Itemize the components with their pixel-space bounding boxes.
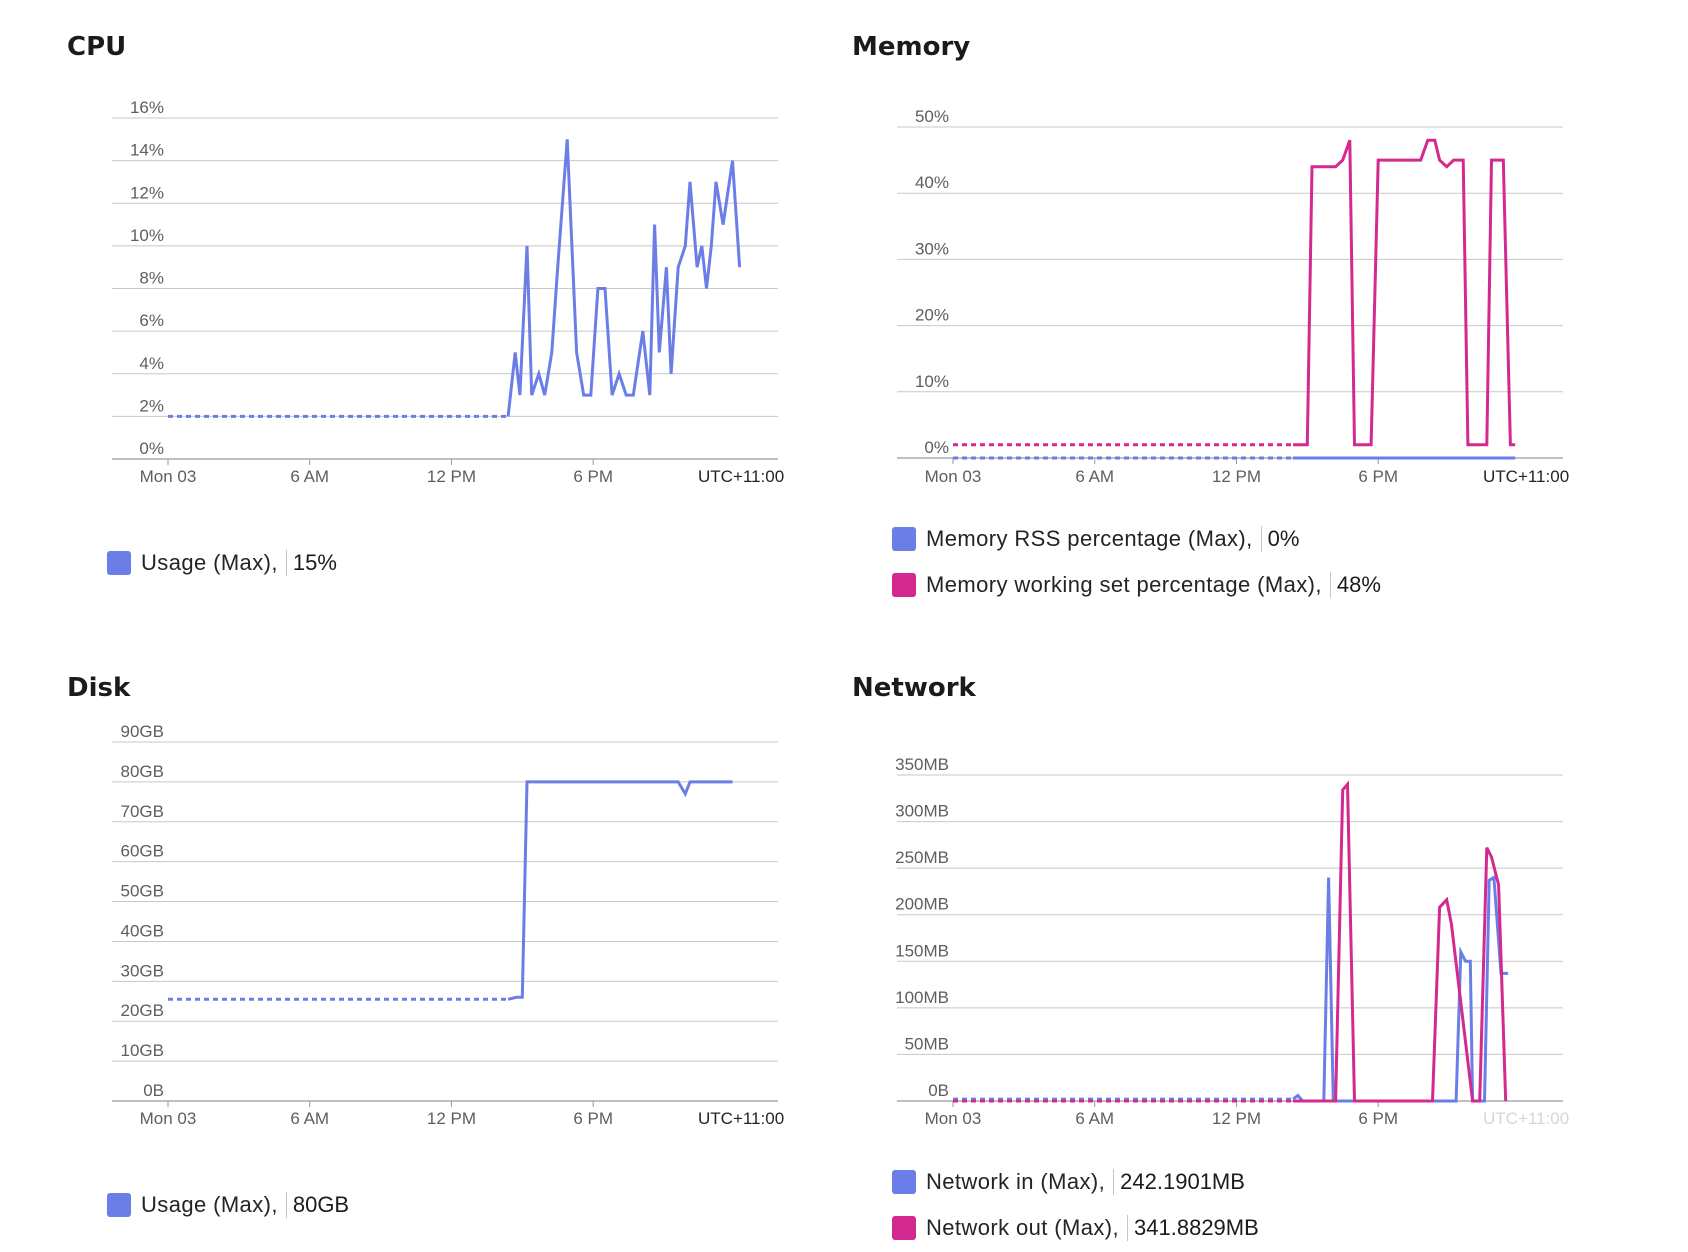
- legend-swatch-blue: [107, 551, 131, 575]
- cpu-y-tick-label: 6%: [139, 311, 164, 330]
- network-y-tick-label: 300MB: [895, 802, 949, 821]
- legend-label: Usage (Max),: [141, 550, 278, 575]
- cpu-legend-usage[interactable]: Usage (Max), 15%: [107, 550, 337, 576]
- memory-x-tick-label: 6 AM: [1075, 467, 1114, 486]
- memory-y-tick-label: 10%: [915, 372, 949, 391]
- cpu-y-tick-label: 8%: [139, 269, 164, 288]
- network-y-tick-label: 100MB: [895, 988, 949, 1007]
- network-timezone-label: UTC+11:00: [1483, 1109, 1569, 1128]
- legend-value: 80GB: [292, 1192, 350, 1217]
- network-y-tick-label: 150MB: [895, 941, 949, 960]
- memory-series-1-line[interactable]: [1293, 138, 1516, 447]
- network-legend-out[interactable]: Network out (Max), 341.8829MB: [892, 1215, 1259, 1241]
- cpu-y-tick-label: 12%: [130, 183, 164, 202]
- memory-x-tick-label: 6 PM: [1358, 467, 1398, 486]
- network-y-tick-label: 200MB: [895, 895, 949, 914]
- network-series-1-line[interactable]: [1293, 780, 1508, 1103]
- legend-separator: [1127, 1215, 1129, 1241]
- legend-label: Memory RSS percentage (Max),: [926, 526, 1253, 551]
- cpu-y-tick-label: 14%: [130, 141, 164, 160]
- cpu-series-0-tail-line: [731, 160, 742, 268]
- disk-y-tick-label: 70GB: [121, 802, 164, 821]
- disk-y-tick-label: 60GB: [121, 842, 164, 861]
- legend-label: Usage (Max),: [141, 1192, 278, 1217]
- cpu-x-tick-label: 6 PM: [573, 467, 613, 486]
- disk-y-tick-label: 40GB: [121, 921, 164, 940]
- memory-title: Memory: [852, 32, 971, 62]
- legend-value: 48%: [1336, 572, 1381, 597]
- disk-y-tick-label: 80GB: [121, 762, 164, 781]
- network-y-tick-label: 350MB: [895, 755, 949, 774]
- cpu-y-tick-label: 10%: [130, 226, 164, 245]
- legend-separator: [285, 550, 287, 576]
- legend-separator: [1113, 1169, 1115, 1195]
- disk-x-tick-label: 6 PM: [573, 1109, 613, 1128]
- memory-y-tick-label: 40%: [915, 173, 949, 192]
- cpu-y-tick-label: 4%: [139, 354, 164, 373]
- disk-x-tick-label: 6 AM: [290, 1109, 329, 1128]
- legend-separator: [1260, 526, 1262, 552]
- legend-value: 242.1901MB: [1120, 1169, 1245, 1194]
- disk-title: Disk: [67, 673, 131, 703]
- legend-value: 15%: [292, 550, 337, 575]
- memory-y-tick-label: 30%: [915, 239, 949, 258]
- network-x-tick-label: Mon 03: [925, 1109, 982, 1128]
- legend-swatch-magenta: [892, 1216, 916, 1240]
- memory-y-tick-label: 0%: [924, 438, 949, 457]
- disk-timezone-label: UTC+11:00: [698, 1109, 784, 1128]
- network-x-tick-label: 6 AM: [1075, 1109, 1114, 1128]
- legend-label: Network in (Max),: [926, 1169, 1106, 1194]
- legend-swatch-blue: [892, 1170, 916, 1194]
- network-x-tick-label: 12 PM: [1212, 1109, 1261, 1128]
- legend-value: 0%: [1267, 526, 1300, 551]
- cpu-x-tick-label: Mon 03: [140, 467, 197, 486]
- disk-chart: 0B 10GB 20GB 30GB 40GB 50GB 60GB 70GB 80GB 90GB Mo…: [112, 722, 784, 1128]
- network-y-tick-label: 250MB: [895, 848, 949, 867]
- memory-y-tick-label: 50%: [915, 107, 949, 126]
- disk-x-tick-label: Mon 03: [140, 1109, 197, 1128]
- legend-swatch-blue: [892, 527, 916, 551]
- memory-x-tick-label: 12 PM: [1212, 467, 1261, 486]
- legend-value: 341.8829MB: [1134, 1215, 1259, 1240]
- legend-swatch-magenta: [892, 573, 916, 597]
- network-chart: 0B 50MB 100MB 150MB 200MB 250MB 300MB 350MB Mon …: [895, 755, 1569, 1128]
- cpu-title: CPU: [67, 32, 127, 62]
- cpu-timezone-label: UTC+11:00: [698, 467, 784, 486]
- disk-y-tick-label: 20GB: [121, 1001, 164, 1020]
- memory-legend-rss[interactable]: Memory RSS percentage (Max), 0%: [892, 526, 1299, 552]
- cpu-y-tick-label: 16%: [130, 98, 164, 117]
- cpu-chart: 0% 2% 4% 6% 8% 10% 12% 14% 16% Mon 03 6 AM 12 PM 6 P…: [112, 98, 784, 486]
- cpu-series-0-line[interactable]: [506, 139, 734, 417]
- cpu-x-tick-label: 12 PM: [427, 467, 476, 486]
- network-x-tick-label: 6 PM: [1358, 1109, 1398, 1128]
- disk-y-tick-label: 90GB: [121, 722, 164, 741]
- memory-timezone-label: UTC+11:00: [1483, 467, 1569, 486]
- network-series-0-line[interactable]: [1292, 874, 1509, 1103]
- cpu-x-tick-label: 6 AM: [290, 467, 329, 486]
- network-y-tick-label: 0B: [928, 1081, 949, 1100]
- disk-legend-usage[interactable]: Usage (Max), 80GB: [107, 1192, 349, 1218]
- legend-label: Network out (Max),: [926, 1215, 1120, 1240]
- memory-x-tick-label: Mon 03: [925, 467, 982, 486]
- disk-x-tick-label: 12 PM: [427, 1109, 476, 1128]
- memory-legend-working-set[interactable]: Memory working set percentage (Max), 48%: [892, 572, 1381, 598]
- cpu-y-tick-label: 0%: [139, 439, 164, 458]
- memory-y-tick-label: 20%: [915, 306, 949, 325]
- legend-swatch-blue: [107, 1193, 131, 1217]
- disk-series-0-line[interactable]: [507, 780, 733, 1001]
- disk-y-tick-label: 50GB: [121, 882, 164, 901]
- disk-y-tick-label: 10GB: [121, 1041, 164, 1060]
- network-legend-in[interactable]: Network in (Max), 242.1901MB: [892, 1169, 1245, 1195]
- memory-chart: 0% 10% 20% 30% 40% 50% Mon 03 6 AM 12 PM 6 PM UTC+…: [897, 107, 1569, 486]
- legend-separator: [1329, 572, 1331, 598]
- network-title: Network: [852, 673, 976, 703]
- cpu-y-tick-label: 2%: [139, 396, 164, 415]
- legend-label: Memory working set percentage (Max),: [926, 572, 1322, 597]
- legend-separator: [285, 1192, 287, 1218]
- disk-y-tick-label: 30GB: [121, 961, 164, 980]
- network-y-tick-label: 50MB: [905, 1034, 949, 1053]
- disk-y-tick-label: 0B: [143, 1081, 164, 1100]
